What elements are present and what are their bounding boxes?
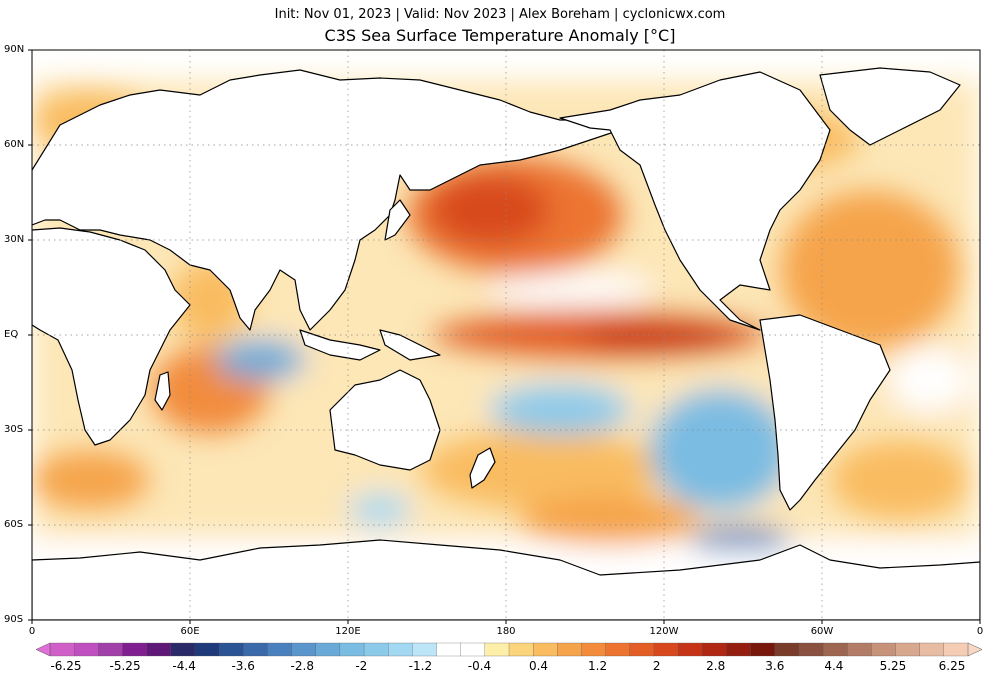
colorbar-swatch: [605, 642, 631, 657]
colorbar-swatch: [508, 642, 534, 657]
colorbar-label: 4.4: [824, 659, 844, 673]
lat-label-60n: 60N: [4, 139, 25, 150]
lat-label-eq: EQ: [4, 329, 19, 340]
colorbar-swatch: [267, 642, 293, 657]
colorbar-swatch: [218, 642, 244, 657]
colorbar-swatch: [291, 642, 317, 657]
colorbar-label: 2: [652, 659, 661, 673]
colorbar-label: 0.4: [528, 659, 549, 673]
lon-label-120e: 120E: [335, 626, 361, 637]
colorbar-swatch: [460, 642, 486, 657]
colorbar-swatch: [774, 642, 800, 657]
colorbar-swatch: [895, 642, 921, 657]
colorbar-swatch: [726, 642, 752, 657]
colorbar-label: -2: [355, 659, 368, 673]
colorbar-swatch: [146, 642, 172, 657]
lon-label-120w: 120W: [649, 626, 679, 637]
lon-label-0: 0: [28, 626, 36, 637]
colorbar-swatch: [581, 642, 607, 657]
colorbar-swatch: [677, 642, 703, 657]
colorbar-label: -2.8: [290, 659, 314, 673]
colorbar-swatch: [170, 642, 196, 657]
colorbar-swatch: [822, 642, 848, 657]
colorbar-swatch: [629, 642, 655, 657]
colorbar-swatch: [533, 642, 558, 657]
colorbar-swatch: [943, 642, 969, 657]
colorbar-label: -1.2: [408, 659, 433, 673]
colorbar-swatch: [74, 642, 99, 657]
lat-label-90s: 90S: [4, 614, 24, 625]
lon-label-60e: 60E: [180, 626, 200, 637]
colorbar-swatch: [702, 642, 727, 657]
colorbar-swatch: [484, 642, 510, 657]
colorbar-swatch: [194, 642, 220, 657]
lon-label-180: 180: [496, 626, 516, 637]
colorbar-min-arrow: [35, 642, 51, 657]
colorbar-label: -5.25: [109, 659, 141, 673]
graticule: [32, 50, 980, 620]
colorbar-swatch: [871, 642, 896, 657]
land-masses: [32, 67, 980, 620]
colorbar-label: 1.2: [588, 659, 608, 673]
colorbar-swatch: [653, 642, 679, 657]
colorbar: [35, 642, 983, 657]
map-title: C3S Sea Surface Temperature Anomaly [°C]: [324, 26, 676, 45]
colorbar-swatch: [847, 642, 872, 657]
colorbar-max-arrow: [967, 642, 983, 657]
lat-label-30s: 30S: [4, 424, 24, 435]
colorbar-swatch: [436, 642, 462, 657]
colorbar-label: 3.6: [765, 659, 785, 673]
colorbar-label: 6.25: [938, 659, 966, 673]
colorbar-label: -6.25: [50, 659, 82, 673]
colorbar-swatch: [412, 642, 437, 657]
colorbar-label: -4.4: [172, 659, 196, 673]
lon-label-0-east: 0: [976, 626, 984, 637]
colorbar-swatch: [98, 642, 123, 657]
colorbar-label: -3.6: [231, 659, 255, 673]
colorbar-swatch: [557, 642, 582, 657]
colorbar-label: -0.4: [467, 659, 492, 673]
colorbar-swatch: [750, 642, 776, 657]
colorbar-swatch: [315, 642, 341, 657]
map-subtitle: Init: Nov 01, 2023 | Valid: Nov 2023 | A…: [274, 7, 726, 22]
colorbar-label: 5.25: [879, 659, 907, 673]
lat-label-90n: 90N: [4, 44, 25, 55]
lon-label-60w: 60W: [810, 626, 834, 637]
colorbar-swatch: [339, 642, 365, 657]
colorbar-swatch: [388, 642, 413, 657]
colorbar-swatch: [243, 642, 268, 657]
colorbar-swatch: [798, 642, 824, 657]
colorbar-label: 2.8: [706, 659, 726, 673]
colorbar-swatch: [919, 642, 945, 657]
lat-label-60s: 60S: [4, 519, 24, 530]
colorbar-swatch: [49, 642, 75, 657]
colorbar-swatch: [363, 642, 389, 657]
colorbar-swatch: [122, 642, 148, 657]
lat-label-30n: 30N: [4, 234, 25, 245]
